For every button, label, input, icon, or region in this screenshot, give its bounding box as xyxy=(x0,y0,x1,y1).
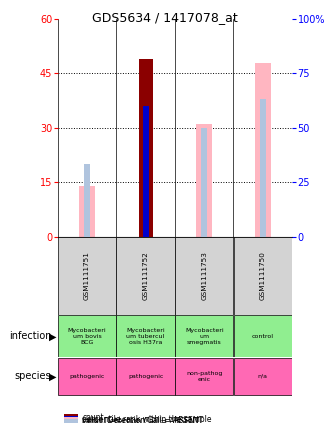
Bar xyxy=(84,164,90,237)
Text: n/a: n/a xyxy=(258,374,268,379)
Text: Mycobacteri
um tubercul
osis H37ra: Mycobacteri um tubercul osis H37ra xyxy=(126,328,165,345)
FancyBboxPatch shape xyxy=(234,357,292,396)
FancyBboxPatch shape xyxy=(58,237,116,315)
FancyBboxPatch shape xyxy=(116,357,175,396)
Text: GSM1111751: GSM1111751 xyxy=(84,252,90,300)
Text: GSM1111752: GSM1111752 xyxy=(143,252,148,300)
Text: pathogenic: pathogenic xyxy=(128,374,163,379)
Text: Mycobacteri
um
smegmatis: Mycobacteri um smegmatis xyxy=(185,328,223,345)
FancyBboxPatch shape xyxy=(116,237,175,315)
Bar xyxy=(201,128,207,237)
Bar xyxy=(260,99,266,237)
Bar xyxy=(139,59,152,237)
FancyBboxPatch shape xyxy=(175,237,233,315)
Text: pathogenic: pathogenic xyxy=(69,374,105,379)
Bar xyxy=(196,124,213,237)
Text: ▶: ▶ xyxy=(49,371,56,382)
Text: percentile rank within the sample: percentile rank within the sample xyxy=(82,415,212,423)
Text: control: control xyxy=(252,334,274,339)
Text: GSM1111753: GSM1111753 xyxy=(201,252,207,300)
Text: species: species xyxy=(15,371,51,382)
FancyBboxPatch shape xyxy=(175,316,233,357)
Text: GSM1111750: GSM1111750 xyxy=(260,252,266,300)
FancyBboxPatch shape xyxy=(234,316,292,357)
FancyBboxPatch shape xyxy=(116,316,175,357)
FancyBboxPatch shape xyxy=(175,357,233,396)
Text: non-pathog
enic: non-pathog enic xyxy=(186,371,222,382)
Text: GDS5634 / 1417078_at: GDS5634 / 1417078_at xyxy=(92,11,238,24)
Text: infection: infection xyxy=(9,331,51,341)
Text: rank, Detection Call = ABSENT: rank, Detection Call = ABSENT xyxy=(82,418,200,423)
Text: value, Detection Call = ABSENT: value, Detection Call = ABSENT xyxy=(82,416,204,423)
Text: ▶: ▶ xyxy=(49,331,56,341)
FancyBboxPatch shape xyxy=(58,316,116,357)
FancyBboxPatch shape xyxy=(234,237,292,315)
Text: count: count xyxy=(82,413,104,422)
Bar xyxy=(143,106,148,237)
FancyBboxPatch shape xyxy=(58,357,116,396)
Bar xyxy=(254,63,271,237)
Bar xyxy=(79,186,95,237)
Text: Mycobacteri
um bovis
BCG: Mycobacteri um bovis BCG xyxy=(68,328,106,345)
